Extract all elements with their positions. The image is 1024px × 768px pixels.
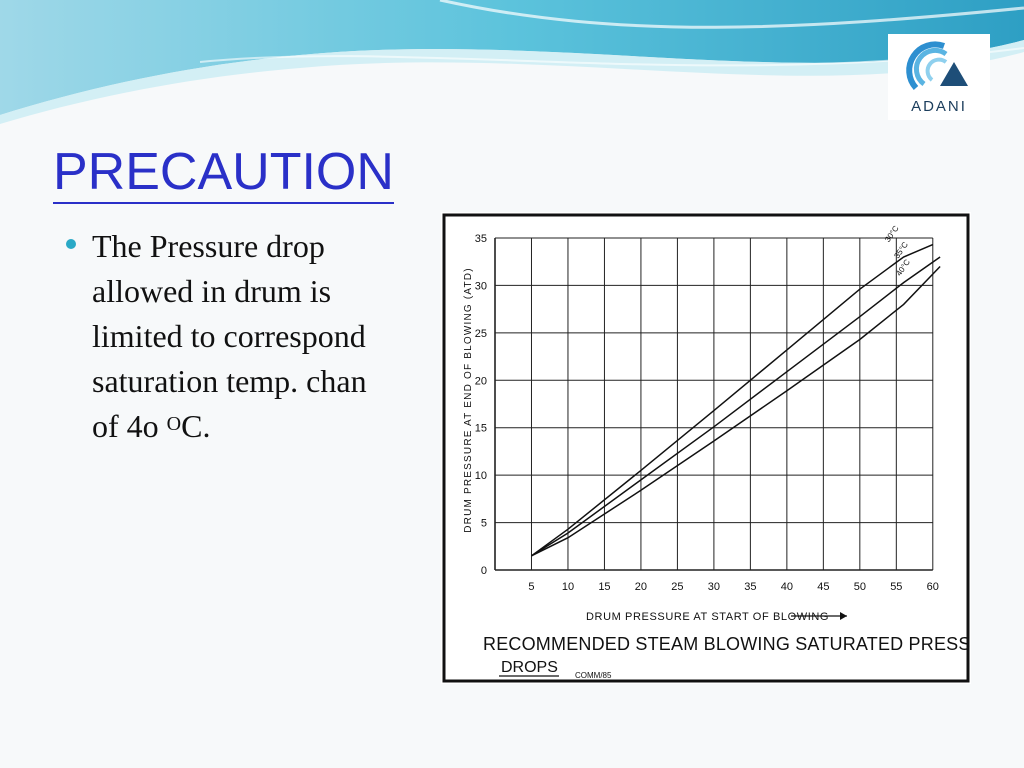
series-line-0: [531, 243, 934, 557]
series-line-2: [531, 265, 941, 557]
adani-logo-icon: [906, 41, 968, 91]
x-tick-label: 20: [635, 581, 647, 593]
chart-caption-line2: DROPS: [501, 659, 558, 676]
chart-svg: 5 10 15 20 25 30 35 40 45 50 55 60 0 5 10 15 20 25 30 35 30…: [442, 213, 971, 683]
bullet-text: The Pressure drop allowed in drum is lim…: [92, 224, 440, 449]
bullet-dot-icon: [66, 239, 76, 249]
bullet-line: allowed in drum is: [92, 273, 332, 309]
bullet-line: The Pressure drop: [92, 228, 325, 264]
y-tick-label: 10: [475, 470, 487, 482]
y-tick-label: 15: [475, 423, 487, 435]
y-tick-label: 5: [481, 518, 487, 530]
chart-caption-line1: RECOMMENDED STEAM BLOWING SATURATED PRES…: [483, 634, 971, 654]
x-tick-label: 35: [744, 581, 756, 593]
y-tick-label: 20: [475, 375, 487, 387]
logo-wordmark: ADANI: [911, 98, 967, 115]
adani-logo: ADANI: [888, 34, 990, 120]
chart-border: [442, 213, 970, 683]
pressure-drop-chart: 5 10 15 20 25 30 35 40 45 50 55 60 0 5 10 15 20 25 30 35 30…: [441, 212, 971, 684]
series-line-1: [531, 256, 941, 557]
chart-y-axis-label: DRUM PRESSURE AT END OF BLOWING (ATD): [463, 267, 474, 533]
y-tick-label: 35: [475, 233, 487, 245]
bullet-line: limited to correspond: [92, 318, 366, 354]
slide-title: PRECAUTION: [53, 142, 394, 204]
y-tick-label: 25: [475, 328, 487, 340]
bullet-line: saturation temp. chan: [92, 363, 367, 399]
x-tick-label: 5: [528, 581, 534, 593]
y-tick-label: 30: [475, 280, 487, 292]
x-tick-label: 30: [708, 581, 720, 593]
degree-superscript: O: [166, 413, 182, 435]
chart-x-axis-label: DRUM PRESSURE AT START OF BLOWING: [586, 611, 829, 623]
bullet-line-last: of 4o OC.: [92, 404, 440, 449]
x-axis-arrow-icon: [840, 612, 847, 620]
y-tick-label: 0: [481, 565, 487, 577]
header-wave: [0, 0, 1024, 124]
x-tick-label: 15: [598, 581, 610, 593]
x-tick-label: 55: [890, 581, 902, 593]
bullet-last-prefix: of 4o: [92, 408, 167, 444]
series-label: 35°C: [892, 240, 910, 260]
series-label: 40°C: [894, 258, 912, 278]
x-tick-label: 45: [817, 581, 829, 593]
x-tick-label: 10: [562, 581, 574, 593]
x-tick-label: 25: [671, 581, 683, 593]
x-tick-label: 40: [781, 581, 793, 593]
bullet-list: The Pressure drop allowed in drum is lim…: [62, 224, 440, 454]
series-label: 30°C: [883, 224, 901, 244]
x-tick-label: 60: [927, 581, 939, 593]
bullet-last-suffix: C.: [181, 408, 211, 444]
chart-note: COMM/85: [575, 671, 612, 680]
x-tick-label: 50: [854, 581, 866, 593]
